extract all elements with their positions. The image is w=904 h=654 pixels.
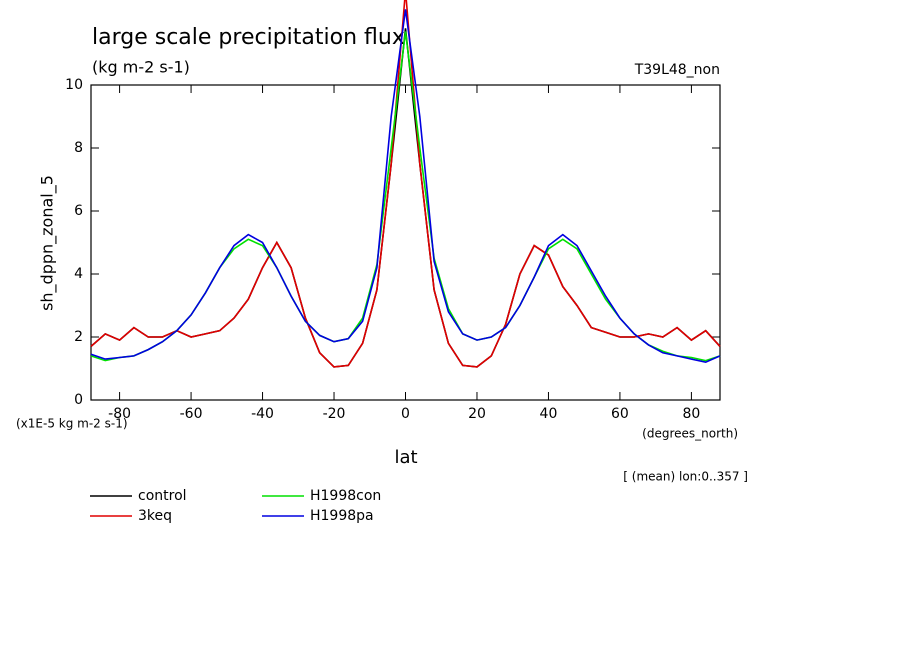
x-tick-label: -20 <box>323 406 346 422</box>
annotation: [ (mean) lon:0..357 ] <box>623 470 748 484</box>
run-label: T39L48_non <box>634 62 720 78</box>
series-line <box>90 31 721 362</box>
y-tick-label: 0 <box>74 392 83 408</box>
y-axis-label: sh_dppn_zonal_5 <box>38 175 58 311</box>
plot-lines <box>90 0 721 368</box>
y-tick-label: 10 <box>65 77 83 93</box>
x-tick-label: 20 <box>468 406 486 422</box>
x-axis-label: lat <box>394 447 417 468</box>
x-tick-label: 80 <box>682 406 700 422</box>
legend-label: H1998con <box>310 488 381 504</box>
x-tick-label: 40 <box>540 406 558 422</box>
y-axis-unit: (x1E-5 kg m-2 s-1) <box>16 417 128 431</box>
y-tick-label: 4 <box>74 266 83 282</box>
chart-title: large scale precipitation flux <box>92 25 405 50</box>
y-tick-label: 6 <box>74 203 83 219</box>
y-tick-label: 2 <box>74 329 83 345</box>
x-tick-label: -60 <box>180 406 203 422</box>
chart-subtitle: (kg m-2 s-1) <box>92 58 190 77</box>
x-tick-label: 0 <box>401 406 410 422</box>
legend-label: control <box>138 488 187 504</box>
x-tick-label: -40 <box>251 406 274 422</box>
legend-label: 3keq <box>138 508 172 524</box>
y-tick-label: 8 <box>74 140 83 156</box>
x-axis-unit: (degrees_north) <box>642 427 738 441</box>
x-tick-label: -80 <box>108 406 131 422</box>
legend-label: H1998pa <box>310 508 374 524</box>
x-tick-label: 60 <box>611 406 629 422</box>
series-line <box>90 0 721 368</box>
series-line <box>90 28 721 368</box>
plot-frame <box>90 84 721 401</box>
series-line <box>90 9 721 364</box>
